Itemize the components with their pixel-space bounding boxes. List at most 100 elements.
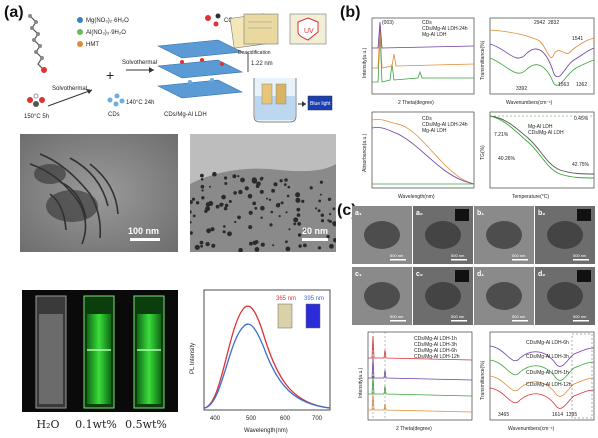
c-tem-tile: b₂ 500 nm	[535, 206, 595, 264]
b-xrd-chart: (003) CDs CDs/Mg-Al LDH-24h Mg-Al LDH 2 …	[362, 17, 475, 106]
step2-label: Solvothermal	[122, 60, 157, 66]
cd-dot	[223, 225, 226, 228]
vial-label-3: 0.5wt%	[125, 418, 167, 431]
vial-label-1: H₂O	[36, 418, 60, 431]
cd-dot	[190, 200, 193, 204]
cd-dot	[278, 215, 281, 218]
c-tile-scale: 500 nm	[512, 253, 526, 258]
c-tem-tile: d₂ 500 nm	[535, 267, 595, 325]
cd-dot	[266, 197, 268, 200]
c-xrd-chart: CDs/Mg-Al LDH-1h CDs/Mg-Al LDH-3h CDs/Mg…	[358, 331, 473, 432]
c-tile-label: d₂	[538, 271, 545, 278]
svg-text:Transmittance(%): Transmittance(%)	[480, 360, 486, 400]
deacid-label: Deacidification	[238, 50, 271, 56]
c-tile-scale: 500 nm	[512, 314, 526, 319]
cd-dot	[190, 231, 193, 235]
c-tile-label: c₂	[416, 271, 423, 278]
cd-dot	[319, 180, 323, 184]
cd-dot	[195, 201, 200, 205]
cd-dot	[285, 240, 288, 244]
cd-dot	[255, 184, 260, 188]
cd-dot	[190, 210, 192, 214]
cd-dot	[270, 210, 274, 214]
cd-dot	[320, 219, 325, 223]
svg-text:Wavenumbers(cm⁻¹): Wavenumbers(cm⁻¹)	[506, 100, 553, 106]
cd-dot	[224, 182, 228, 185]
cd-dot	[327, 197, 332, 201]
c-tile-scale: 500 nm	[390, 314, 404, 319]
svg-text:Temperature(°C): Temperature(°C)	[512, 194, 549, 200]
inset-395-label: 395 nm	[304, 296, 324, 302]
cd-dot	[320, 213, 324, 217]
c-tile-scale: 500 nm	[573, 314, 587, 319]
c-tile-label: d₁	[477, 271, 484, 278]
inset-vial-uv	[305, 303, 321, 329]
cd-dot	[285, 211, 288, 214]
svg-text:2 Theta(degree): 2 Theta(degree)	[396, 426, 432, 432]
cd-dot	[224, 203, 229, 208]
svg-text:Wavelength(nm): Wavelength(nm)	[398, 194, 435, 200]
cd-dot	[297, 222, 301, 226]
cd-dot	[315, 207, 318, 210]
cd-dot	[211, 243, 216, 248]
cd-dot	[199, 240, 204, 245]
pl-curve-395	[203, 323, 331, 409]
cd-dot	[260, 216, 263, 219]
cd-dot	[228, 200, 232, 203]
inset-vial-daylight	[277, 303, 293, 329]
cd-dot	[254, 247, 260, 252]
cd-dot	[212, 171, 217, 177]
cd-dot	[248, 210, 253, 215]
blue-light-label: Blue light	[310, 101, 331, 107]
cd-dot	[260, 205, 265, 211]
cd-dot	[208, 201, 214, 206]
cd-dot	[273, 182, 278, 187]
cd-dot	[249, 241, 253, 246]
svg-text:1614: 1614	[552, 412, 563, 418]
cd-dot	[222, 230, 226, 234]
svg-text:1395: 1395	[566, 412, 577, 418]
cd-dot	[200, 184, 205, 189]
cd-dot	[332, 207, 336, 211]
beaker-icon	[253, 78, 297, 123]
cd-dot	[278, 202, 281, 206]
cd-dot	[296, 213, 301, 217]
c-ftir-chart: CDs/Mg-Al LDH-6h CDs/Mg-Al LDH-3h CDs/Mg…	[480, 331, 595, 432]
svg-text:CDs/Mg-Al LDH-12h: CDs/Mg-Al LDH-12h	[414, 354, 460, 360]
step1-condition: 150°C 5h	[24, 114, 49, 120]
c-tile-scale: 500 nm	[451, 314, 465, 319]
synthesis-schematic: Mg(NO₃)₂·6H₂O Al(NO₃)₃·9H₂O HMT CO₃²⁻ 15…	[24, 13, 333, 123]
svg-text:Intensity(a.u.): Intensity(a.u.)	[358, 367, 364, 398]
cd-dot	[240, 177, 245, 183]
cd-dot	[317, 209, 321, 213]
svg-text:Wavenumbers(cm⁻¹): Wavenumbers(cm⁻¹)	[508, 426, 555, 432]
cd-dot	[333, 224, 336, 227]
cds-particles: CDs	[107, 93, 125, 118]
cd-dot	[233, 191, 237, 195]
cd-dot	[221, 203, 224, 206]
cd-dot	[280, 201, 284, 205]
pl-curve-365	[203, 305, 331, 409]
reagent-list: Mg(NO₃)₂·6H₂O Al(NO₃)₃·9H₂O HMT	[77, 17, 129, 48]
cd-dot	[333, 238, 336, 243]
cd-dot	[287, 185, 291, 189]
pl-chart: 365 nm 395 nm 400 500 600 700 Wavelength…	[190, 289, 331, 434]
c-tem-tile: b₁ 500 nm	[474, 206, 534, 264]
svg-text:CDs: CDs	[108, 112, 120, 118]
cd-dot	[259, 177, 263, 181]
svg-text:CDs/Mg-Al LDH-6h: CDs/Mg-Al LDH-6h	[414, 348, 457, 354]
svg-text:1362: 1362	[576, 82, 587, 88]
tem-left-scale: 100 nm	[128, 226, 159, 236]
cd-dot	[209, 185, 211, 188]
cd-dot	[319, 193, 322, 196]
cd-dot	[190, 221, 192, 224]
cd-dot	[254, 206, 258, 210]
svg-text:CDs/Mg-Al LDH-12h: CDs/Mg-Al LDH-12h	[526, 382, 572, 388]
cd-dot	[238, 247, 243, 252]
pl-xtick-3: 600	[280, 416, 291, 422]
cd-dot	[301, 199, 305, 203]
c-tile-label: b₁	[477, 210, 484, 217]
pl-xtick-2: 500	[246, 416, 257, 422]
surfactant-molecule	[28, 14, 47, 73]
product-label: CDs/Mg-Al LDH	[164, 112, 207, 118]
